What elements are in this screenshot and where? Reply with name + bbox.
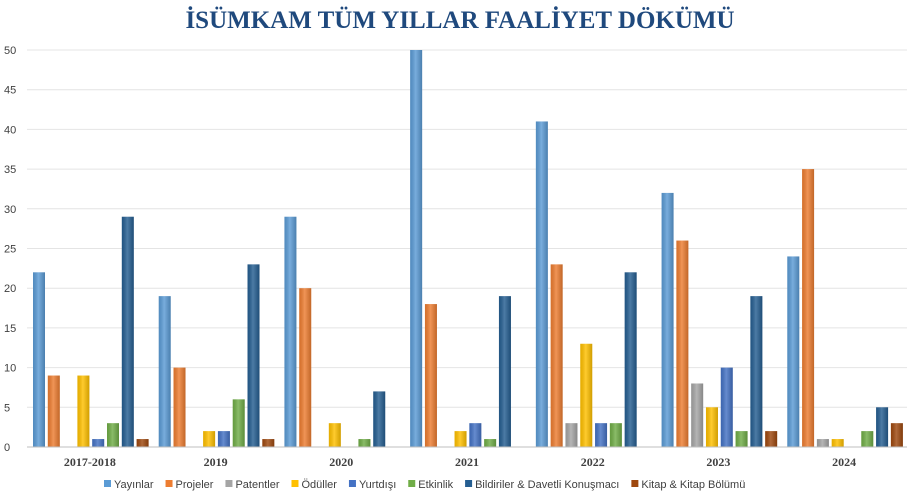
bar-shading: [92, 439, 105, 447]
bar-shading: [299, 288, 312, 447]
bar-shading: [469, 423, 482, 447]
x-category-label: 2019: [204, 455, 228, 469]
y-tick-label: 30: [4, 204, 16, 216]
bar-shading: [676, 240, 689, 447]
bar-shading: [232, 399, 245, 447]
bar-shading: [136, 439, 149, 447]
bar-shading: [358, 439, 371, 447]
bar-shading: [720, 367, 733, 447]
y-tick-label: 25: [4, 244, 16, 256]
bars: [33, 50, 903, 448]
legend-swatch: [165, 480, 173, 487]
y-tick-label: 45: [4, 85, 16, 97]
bar-shading: [609, 423, 622, 447]
bar-shading: [876, 407, 889, 447]
bar-shading: [691, 383, 704, 447]
bar-shading: [816, 439, 829, 447]
bar-shading: [787, 256, 800, 447]
bar-shading: [765, 431, 778, 447]
bar-shading: [410, 50, 423, 447]
legend-swatch: [291, 480, 299, 487]
bar-shading: [373, 391, 386, 447]
bar-shading: [580, 343, 593, 447]
bar-shading: [595, 423, 608, 447]
bar-shading: [484, 439, 497, 447]
legend-label: Kitap & Kitap Bölümü: [641, 479, 745, 491]
x-category-label: 2023: [706, 455, 730, 469]
legend-label: Etkinlik: [418, 479, 453, 491]
bar-shading: [624, 272, 637, 447]
legend: Yayınlar Projeler Patentler Ödüller Yurtdışı…: [104, 479, 745, 491]
bar-shading: [158, 296, 171, 447]
bar-shading: [861, 431, 874, 447]
x-category-label: 2017-2018: [64, 455, 116, 469]
bar-shading: [802, 169, 815, 447]
bar-shading: [262, 439, 275, 447]
y-tick-label: 40: [4, 124, 16, 136]
legend-label: Ödüller: [301, 479, 337, 491]
bar-shading: [77, 375, 90, 447]
legend-swatch: [465, 480, 473, 487]
bar-shading: [735, 431, 748, 447]
legend-label: Bildiriler & Davetli Konuşmacı: [475, 479, 619, 491]
y-axis-ticks: 0 5 10 15 20 25 30 35 40 45 50: [4, 45, 16, 454]
legend-label: Yurtdışı: [359, 479, 396, 491]
legend-swatch: [631, 480, 639, 487]
legend-swatch: [225, 480, 233, 487]
x-category-label: 2021: [455, 455, 479, 469]
bar-shading: [550, 264, 563, 447]
bar-shading: [47, 375, 60, 447]
chart-title: İSÜMKAM TÜM YILLAR FAALİYET DÖKÜMÜ: [185, 6, 734, 34]
bar-shading: [454, 431, 467, 447]
legend-swatch: [104, 480, 111, 487]
bar-shading: [565, 423, 578, 447]
bar-shading: [750, 296, 763, 447]
legend-swatch: [348, 480, 356, 487]
legend-label: Yayınlar: [114, 479, 154, 491]
bar-shading: [535, 121, 548, 448]
bar-shading: [284, 216, 297, 447]
bar-shading: [831, 439, 844, 447]
bar-shading: [121, 216, 134, 447]
y-tick-label: 35: [4, 164, 16, 176]
x-category-label: 2022: [581, 455, 605, 469]
bar-shading: [498, 296, 511, 447]
bar-shading: [173, 367, 186, 447]
bar-shading: [107, 423, 119, 447]
y-tick-label: 20: [4, 283, 16, 295]
bar-shading: [328, 423, 341, 447]
bar-shading: [33, 272, 45, 447]
y-tick-label: 50: [4, 45, 16, 57]
x-category-label: 2024: [832, 455, 856, 469]
bar-shading: [705, 407, 718, 447]
y-tick-label: 0: [4, 442, 10, 454]
legend-label: Projeler: [176, 479, 214, 491]
y-tick-label: 5: [4, 402, 10, 414]
bar-shading: [247, 264, 260, 447]
bar-shading: [890, 423, 903, 447]
legend-swatch: [408, 480, 416, 487]
x-category-label: 2020: [329, 455, 353, 469]
legend-label: Patentler: [235, 479, 279, 491]
bar-shading: [661, 192, 674, 447]
bar-shading: [424, 304, 437, 447]
y-tick-label: 10: [4, 363, 16, 375]
bar-shading: [203, 431, 216, 447]
y-tick-label: 15: [4, 323, 16, 335]
x-axis-labels: 2017-2018 2019 2020 2021 2022 2023 2024: [64, 455, 856, 469]
bar-shading: [217, 431, 230, 447]
